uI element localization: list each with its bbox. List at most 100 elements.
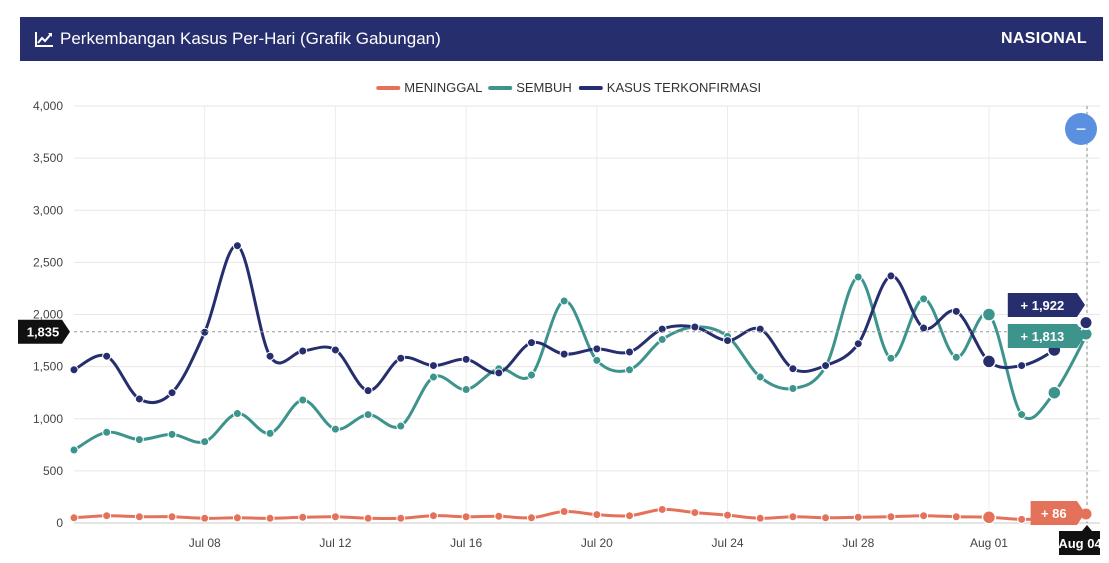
- data-point[interactable]: [690, 322, 700, 332]
- data-point[interactable]: [755, 513, 765, 523]
- data-point[interactable]: [981, 354, 997, 369]
- data-point[interactable]: [494, 511, 504, 521]
- series-meninggal: [69, 504, 1092, 526]
- data-point[interactable]: [526, 513, 536, 523]
- data-point[interactable]: [167, 429, 177, 439]
- y-tick-label: 2,000: [33, 308, 63, 322]
- data-point[interactable]: [200, 513, 210, 523]
- data-point[interactable]: [919, 294, 929, 304]
- data-point[interactable]: [559, 349, 569, 359]
- data-point[interactable]: [592, 355, 602, 365]
- data-point[interactable]: [657, 324, 667, 334]
- data-point[interactable]: [625, 511, 635, 521]
- data-point[interactable]: [494, 368, 504, 378]
- data-point[interactable]: [298, 346, 308, 356]
- data-point[interactable]: [723, 510, 733, 520]
- data-point[interactable]: [981, 510, 997, 525]
- data-point[interactable]: [363, 410, 373, 420]
- data-point[interactable]: [788, 384, 798, 394]
- legend-item-kasus-terkonfirmasi[interactable]: KASUS TERKONFIRMASI: [578, 80, 761, 95]
- data-point[interactable]: [428, 511, 438, 521]
- data-point[interactable]: [363, 386, 373, 396]
- region-label: NASIONAL: [1001, 30, 1087, 47]
- data-point[interactable]: [919, 323, 929, 333]
- data-point[interactable]: [755, 372, 765, 382]
- legend-item-sembuh[interactable]: SEMBUH: [488, 80, 572, 95]
- data-point[interactable]: [559, 507, 569, 517]
- data-point[interactable]: [592, 510, 602, 520]
- data-point[interactable]: [200, 327, 210, 337]
- data-point[interactable]: [330, 424, 340, 434]
- minus-icon[interactable]: −: [1076, 119, 1087, 139]
- data-point[interactable]: [526, 370, 536, 380]
- data-point[interactable]: [134, 394, 144, 404]
- data-point[interactable]: [167, 512, 177, 522]
- data-point[interactable]: [461, 512, 471, 522]
- data-point[interactable]: [1017, 361, 1027, 371]
- data-point[interactable]: [265, 351, 275, 361]
- data-point[interactable]: [428, 372, 438, 382]
- data-point[interactable]: [625, 365, 635, 375]
- data-point[interactable]: [200, 437, 210, 447]
- data-point[interactable]: [755, 324, 765, 334]
- data-point[interactable]: [461, 385, 471, 395]
- data-point[interactable]: [657, 335, 667, 345]
- data-point[interactable]: [853, 339, 863, 349]
- data-point[interactable]: [951, 306, 961, 316]
- data-point[interactable]: [298, 395, 308, 405]
- data-point[interactable]: [690, 508, 700, 518]
- data-point[interactable]: [788, 512, 798, 522]
- zoom-out-circle[interactable]: [1065, 113, 1097, 145]
- data-point[interactable]: [461, 354, 471, 364]
- data-point[interactable]: [396, 421, 406, 431]
- data-point[interactable]: [232, 409, 242, 419]
- data-point[interactable]: [853, 512, 863, 522]
- data-point[interactable]: [69, 513, 79, 523]
- data-point[interactable]: [69, 365, 79, 375]
- legend-item-meninggal[interactable]: MENINGGAL: [376, 80, 482, 95]
- data-point[interactable]: [396, 353, 406, 363]
- data-point[interactable]: [167, 388, 177, 398]
- data-point[interactable]: [265, 513, 275, 523]
- data-point[interactable]: [1047, 385, 1062, 400]
- data-point[interactable]: [886, 353, 896, 363]
- data-point[interactable]: [1017, 514, 1027, 524]
- data-point[interactable]: [102, 351, 112, 361]
- x-tick-label: Jul 20: [581, 536, 613, 550]
- data-point[interactable]: [265, 428, 275, 438]
- data-point[interactable]: [853, 272, 863, 282]
- data-point[interactable]: [428, 361, 438, 371]
- data-point[interactable]: [625, 347, 635, 357]
- data-point[interactable]: [919, 511, 929, 521]
- data-point[interactable]: [951, 512, 961, 522]
- data-point[interactable]: [526, 338, 536, 348]
- data-point[interactable]: [559, 296, 569, 306]
- data-point[interactable]: [396, 513, 406, 523]
- data-point[interactable]: [134, 512, 144, 522]
- data-point[interactable]: [821, 513, 831, 523]
- data-point[interactable]: [330, 512, 340, 522]
- data-point[interactable]: [886, 271, 896, 281]
- x-tick-label: Jul 28: [842, 536, 874, 550]
- data-point[interactable]: [134, 435, 144, 445]
- data-point[interactable]: [298, 512, 308, 522]
- data-point[interactable]: [232, 241, 242, 251]
- data-point[interactable]: [723, 336, 733, 346]
- data-point[interactable]: [102, 511, 112, 521]
- data-point[interactable]: [363, 513, 373, 523]
- zoom-out-button[interactable]: −: [1065, 113, 1097, 145]
- data-point[interactable]: [981, 307, 997, 322]
- data-point[interactable]: [657, 504, 667, 514]
- legend-label: MENINGGAL: [404, 80, 482, 95]
- data-point[interactable]: [232, 513, 242, 523]
- data-point[interactable]: [821, 361, 831, 371]
- data-point[interactable]: [69, 445, 79, 455]
- data-point[interactable]: [102, 427, 112, 437]
- data-point[interactable]: [886, 512, 896, 522]
- data-point[interactable]: [592, 344, 602, 354]
- data-point[interactable]: [330, 345, 340, 355]
- data-point[interactable]: [1017, 410, 1027, 420]
- data-point[interactable]: [951, 352, 961, 362]
- data-point[interactable]: [788, 364, 798, 374]
